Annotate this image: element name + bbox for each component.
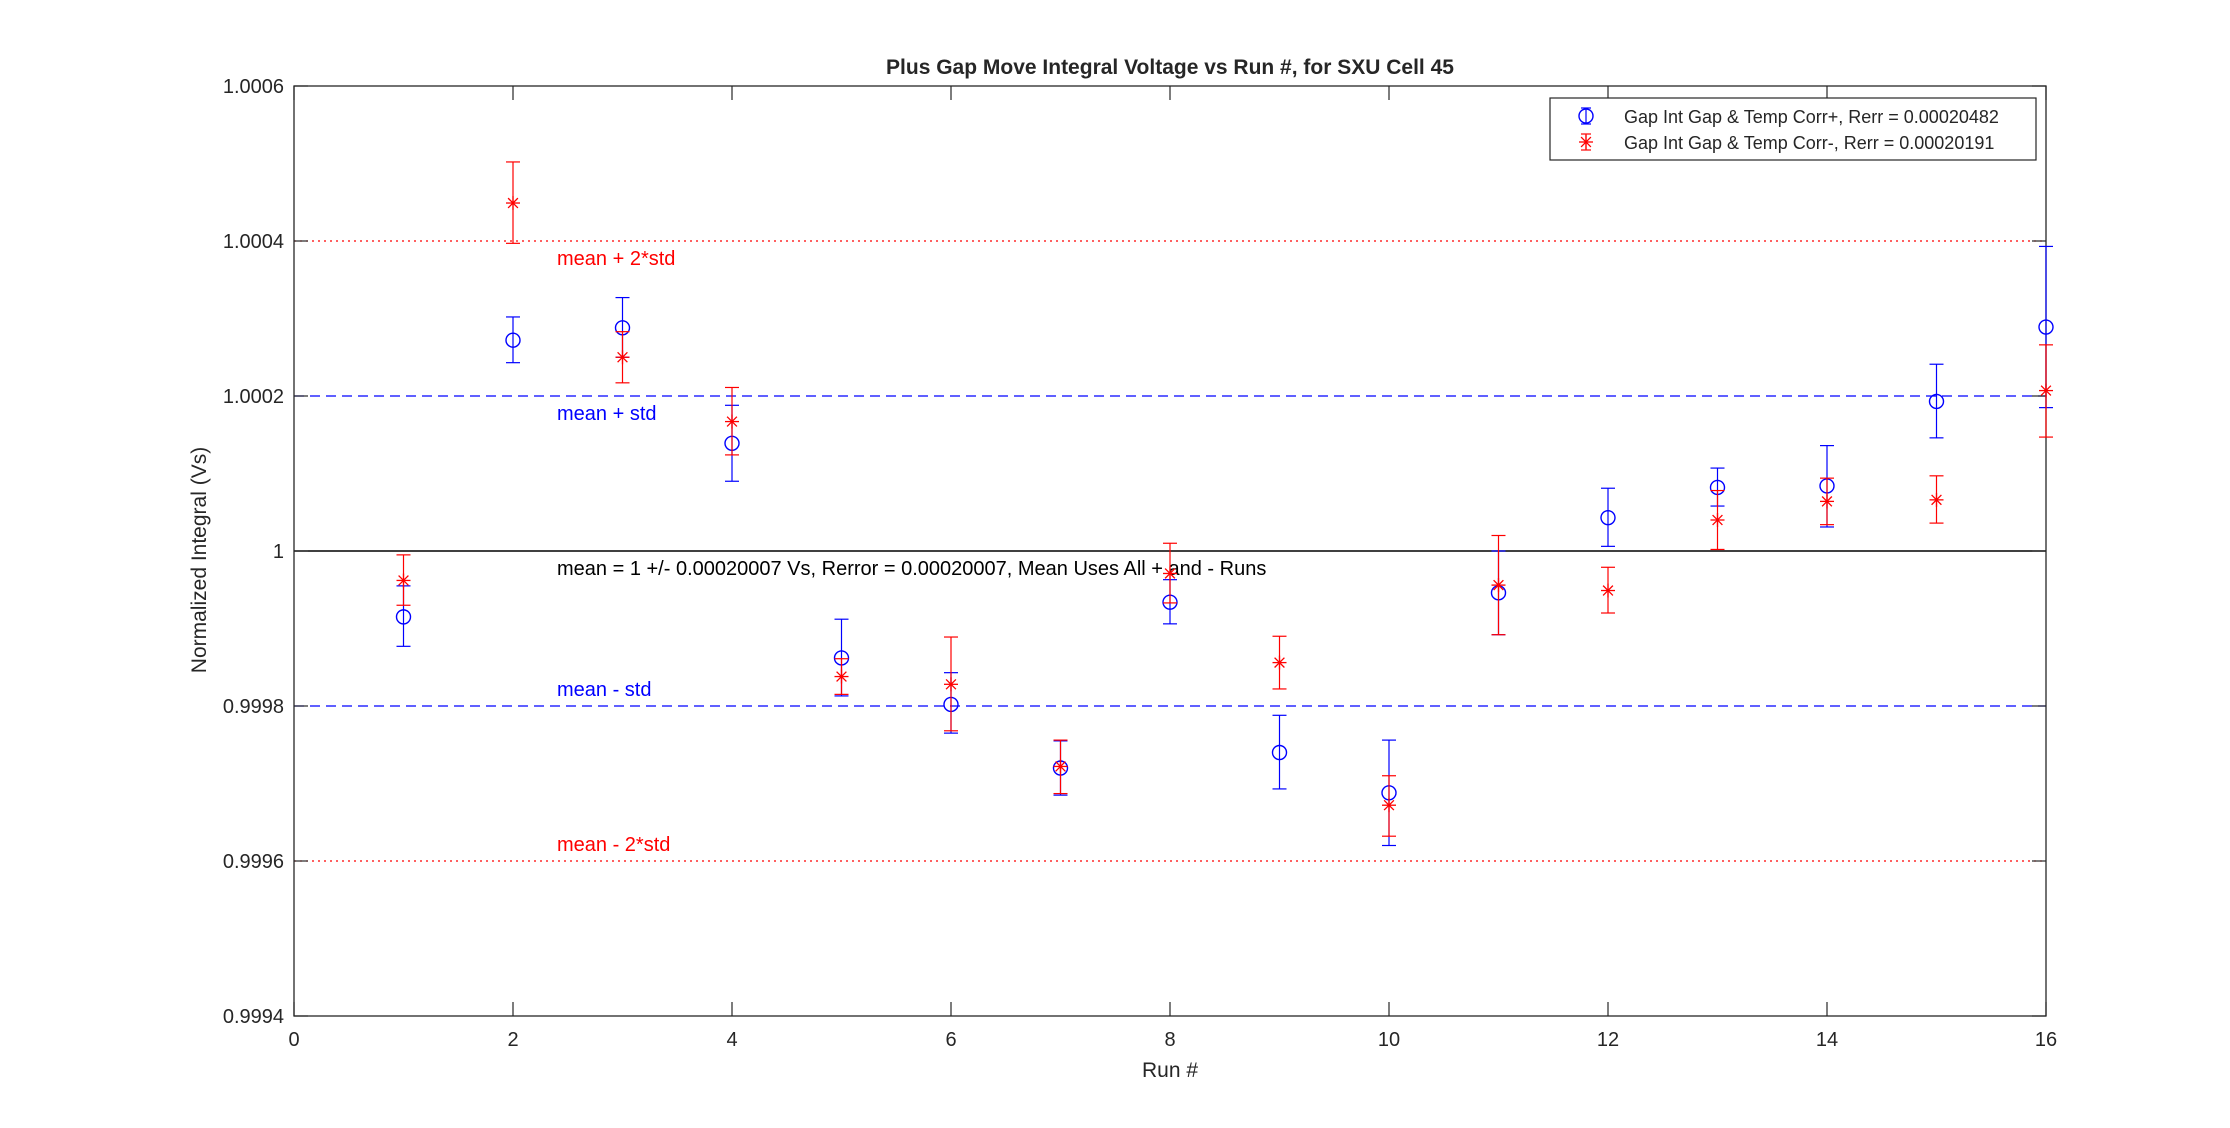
data-point-asterisk	[615, 350, 630, 365]
x-tick-label: 14	[1816, 1029, 1838, 1051]
reference-line-label-2: mean = 1 +/- 0.00020007 Vs, Rerror = 0.0…	[557, 558, 1266, 580]
data-point-asterisk	[2039, 383, 2053, 398]
legend-label: Gap Int Gap & Temp Corr-, Rerr = 0.00020…	[1624, 133, 1994, 153]
error-bar	[1929, 363, 1944, 439]
data-point-asterisk	[396, 573, 411, 588]
reference-line-label-4: mean - 2*std	[557, 834, 670, 856]
asterisk-stroke	[726, 416, 738, 427]
asterisk-stroke	[617, 351, 628, 363]
chart-title: Plus Gap Move Integral Voltage vs Run #,…	[886, 56, 1454, 79]
legend-label: Gap Int Gap & Temp Corr+, Rerr = 0.00020…	[1624, 107, 1999, 127]
error-bar	[506, 316, 520, 364]
x-tick-label: 0	[288, 1029, 299, 1051]
asterisk-stroke	[507, 197, 519, 209]
asterisk-stroke	[1274, 657, 1285, 668]
asterisk-stroke	[1580, 136, 1592, 148]
x-tick-label: 4	[726, 1029, 737, 1051]
data-point-circle	[395, 609, 412, 625]
legend: Gap Int Gap & Temp Corr+, Rerr = 0.00020…	[1549, 97, 2037, 161]
x-tick-label: 8	[1164, 1029, 1175, 1051]
y-tick-label: 1.0004	[223, 231, 284, 253]
data-point-circle	[2038, 319, 2054, 335]
data-point-circle	[1928, 393, 1945, 410]
y-tick-label: 1.0002	[223, 386, 284, 408]
data-point-circle	[1600, 509, 1616, 526]
y-tick-label: 1.0006	[223, 76, 284, 98]
data-point-circle	[1271, 744, 1288, 761]
legend-entry-1: Gap Int Gap & Temp Corr+, Rerr = 0.00020…	[1578, 107, 1999, 127]
data-point-asterisk	[1710, 513, 1725, 527]
data-point-asterisk	[1929, 492, 1944, 507]
series-2	[396, 161, 2053, 837]
error-bar	[1601, 487, 1615, 547]
reference-line-label-1: mean + std	[557, 403, 657, 425]
reference-line-label-0: mean + 2*std	[557, 248, 675, 270]
x-axis-label: Run #	[1142, 1059, 1198, 1082]
y-tick-label: 0.9994	[223, 1006, 284, 1028]
asterisk-stroke	[1383, 799, 1395, 811]
data-point-asterisk	[1053, 759, 1068, 774]
legend-entry-2: Gap Int Gap & Temp Corr-, Rerr = 0.00020…	[1579, 133, 1994, 153]
y-tick-label: 0.9996	[223, 851, 284, 873]
reference-line-label-3: mean - std	[557, 679, 651, 701]
y-tick-label: 0.9998	[223, 696, 284, 718]
asterisk-stroke	[1712, 514, 1723, 526]
asterisk-stroke	[836, 671, 847, 682]
data-point-asterisk	[1820, 494, 1834, 509]
asterisk-stroke	[1821, 496, 1833, 507]
data-point-asterisk	[725, 414, 739, 429]
legend-marker-circle	[1578, 108, 1594, 124]
data-point-circle	[505, 332, 521, 348]
plot-area: mean + 2*std mean + std mean = 1 +/- 0.000…	[223, 76, 2057, 1051]
y-tick-label: 1	[273, 541, 284, 563]
x-tick-label: 12	[1597, 1029, 1619, 1051]
asterisk-stroke	[2040, 385, 2052, 396]
y-axis-label: Normalized Integral (Vs)	[188, 447, 211, 673]
asterisk-stroke	[1931, 494, 1942, 506]
data-point-asterisk	[944, 677, 958, 692]
asterisk-stroke	[1055, 761, 1066, 772]
legend-marker-asterisk	[1579, 135, 1593, 149]
asterisk-stroke	[945, 678, 957, 690]
error-bar	[1272, 714, 1287, 790]
data-point-asterisk	[1491, 578, 1506, 593]
asterisk-stroke	[1493, 579, 1504, 591]
asterisk-stroke	[1602, 585, 1614, 596]
data-point-asterisk	[1382, 798, 1396, 813]
data-point-asterisk	[834, 669, 849, 684]
data-point-asterisk	[1272, 655, 1287, 670]
data-point-asterisk	[1601, 583, 1615, 598]
asterisk-stroke	[398, 575, 409, 586]
x-tick-label: 6	[945, 1029, 956, 1051]
x-tick-label: 2	[507, 1029, 518, 1051]
legend-box	[1549, 97, 2037, 161]
data-point-asterisk	[506, 196, 520, 211]
asterisk-stroke	[1164, 568, 1176, 579]
x-tick-label: 16	[2035, 1029, 2057, 1051]
data-point-asterisk	[1163, 566, 1177, 581]
x-tick-label: 10	[1378, 1029, 1400, 1051]
